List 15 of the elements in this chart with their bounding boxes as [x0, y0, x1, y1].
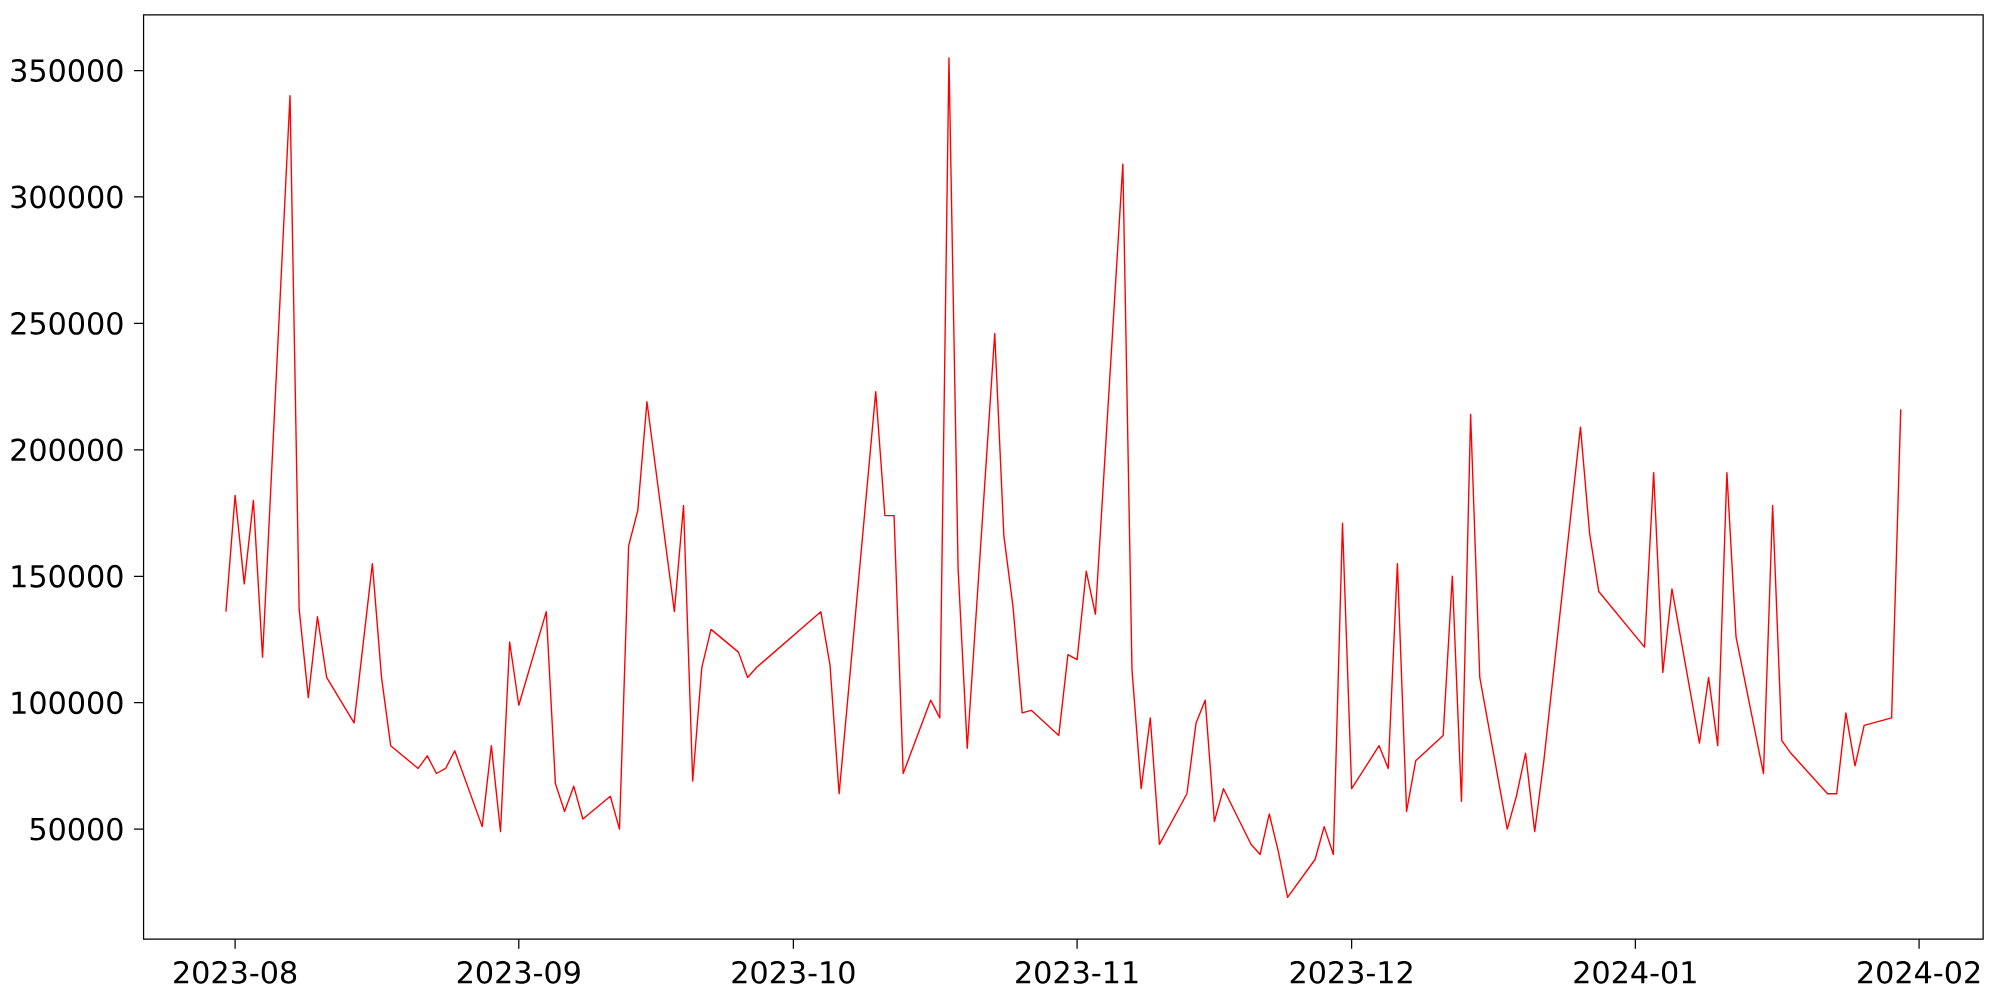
y-tick-label: 350000	[11, 59, 123, 82]
x-tick-label: 2024-02	[1858, 960, 1980, 984]
x-tick-label: 2023-08	[174, 960, 297, 984]
y-tick-label: 300000	[11, 185, 123, 209]
x-tick-label: 2024-01	[1574, 960, 1696, 984]
y-tick-label: 250000	[11, 311, 123, 335]
line-series	[225, 57, 1902, 899]
y-tick-label: 50000	[30, 817, 123, 841]
x-tick-label: 2023-09	[457, 960, 580, 984]
y-tick-label: 150000	[12, 564, 123, 588]
x-tick-label: 2023-10	[732, 960, 855, 984]
x-tick-label: 2023-12	[1290, 960, 1412, 984]
y-tick-label: 100000	[12, 691, 123, 715]
y-tick-label: 200000	[11, 438, 123, 462]
x-tick-label: 2023-11	[1016, 960, 1138, 984]
